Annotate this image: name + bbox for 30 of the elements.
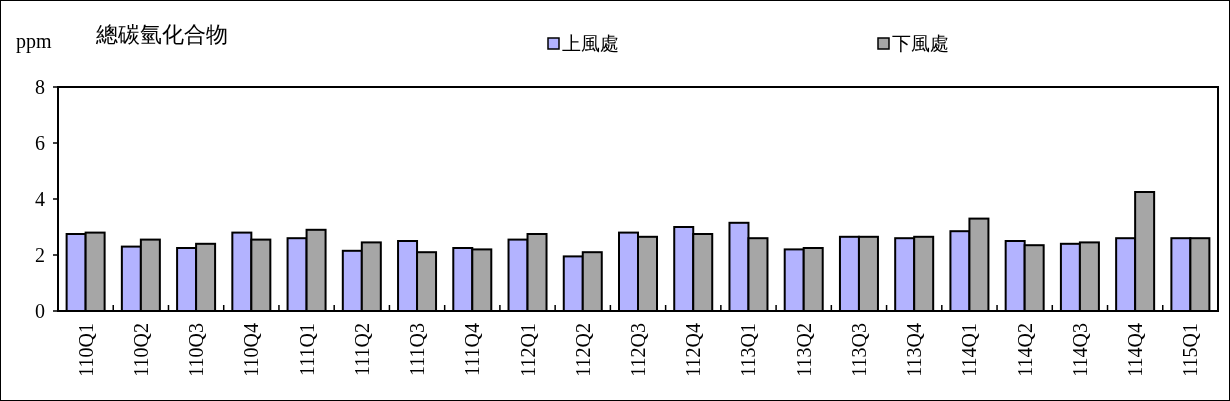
x-tick-label: 114Q3 — [1068, 323, 1091, 377]
x-tick-label: 115Q1 — [1179, 323, 1202, 377]
x-tick-label: 112Q4 — [682, 323, 705, 377]
x-tick-label: 110Q2 — [129, 323, 152, 377]
x-tick-label: 112Q2 — [571, 323, 594, 377]
x-tick-label: 112Q3 — [627, 323, 649, 377]
legend-label: 下風處 — [892, 32, 949, 54]
x-tick-label: 113Q3 — [847, 323, 870, 377]
x-tick-label: 111Q2 — [350, 323, 373, 376]
x-tick-label: 110Q1 — [74, 323, 97, 377]
x-tick-label: 110Q3 — [185, 323, 208, 377]
x-tick-label: 114Q1 — [958, 323, 981, 377]
x-tick-label: 114Q4 — [1124, 323, 1147, 377]
y-tick-label: 6 — [35, 132, 45, 154]
y-tick-label: 2 — [35, 244, 45, 266]
x-tick-label: 113Q4 — [903, 323, 926, 377]
x-tick-label: 111Q4 — [461, 323, 484, 376]
x-tick-label: 113Q1 — [737, 323, 760, 377]
y-tick-label: 0 — [35, 300, 45, 322]
x-tick-label: 111Q1 — [295, 323, 318, 376]
y-tick-label: 4 — [35, 188, 45, 210]
x-tick-label: 112Q1 — [516, 323, 539, 377]
y-axis-title: ppm — [16, 30, 52, 53]
legend-label: 上風處 — [562, 32, 619, 54]
x-tick-label: 110Q4 — [240, 323, 263, 377]
x-tick-label: 114Q2 — [1013, 323, 1036, 377]
x-tick-label: 111Q3 — [406, 323, 429, 376]
y-tick-label: 8 — [35, 76, 45, 98]
x-tick-label: 113Q2 — [792, 323, 815, 377]
chart-title: 總碳氫化合物 — [95, 22, 228, 47]
